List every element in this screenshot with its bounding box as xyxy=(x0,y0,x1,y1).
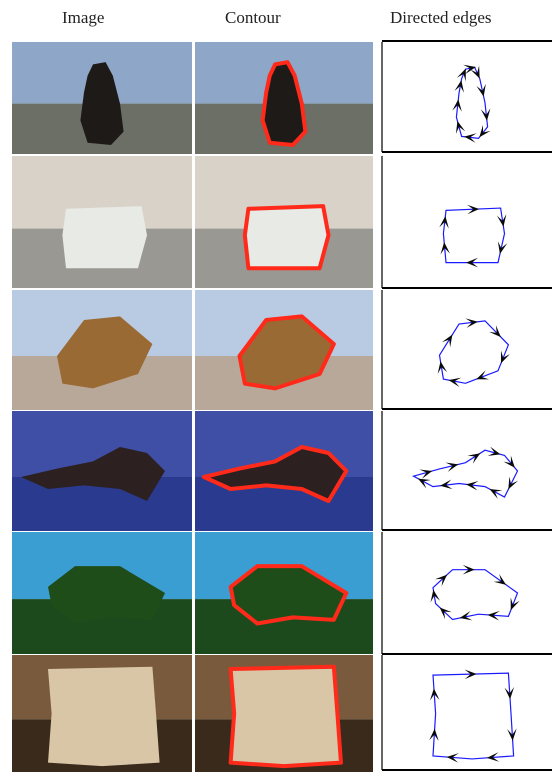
edge-arrow xyxy=(465,318,478,328)
edge-arrow xyxy=(487,610,500,621)
edge-path xyxy=(438,320,510,384)
contour-cell xyxy=(195,532,373,654)
contour-outline xyxy=(260,60,308,148)
edge-arrow xyxy=(440,242,451,255)
edge-arrow xyxy=(507,728,517,741)
subject xyxy=(48,566,165,624)
edge-arrow xyxy=(489,488,503,499)
contour-outline xyxy=(242,204,331,271)
row-race-car-on-track xyxy=(12,156,552,289)
image-cell xyxy=(12,532,192,654)
edge-arrow xyxy=(439,607,452,620)
edge-arrow xyxy=(429,688,440,701)
contour-outline xyxy=(237,314,336,391)
edge-arrow xyxy=(489,325,501,338)
edge-arrow xyxy=(440,479,453,490)
edge-arrow xyxy=(500,350,510,364)
edge-arrow xyxy=(429,728,439,741)
edge-arrow xyxy=(503,455,515,468)
directed-edges-cell xyxy=(381,655,552,771)
subject xyxy=(239,316,334,389)
edge-arrow xyxy=(493,573,507,585)
subject xyxy=(48,666,160,767)
directed-edges-cell xyxy=(381,156,552,289)
directed-edges-cell xyxy=(381,411,552,531)
contour-cell xyxy=(195,411,373,531)
edge-arrow xyxy=(419,469,433,479)
edge-arrow xyxy=(454,80,464,93)
header-directed-edges: Directed edges xyxy=(390,8,492,27)
contour-cell xyxy=(195,290,373,410)
header-contour: Contour xyxy=(225,8,281,27)
edge-arrow xyxy=(430,589,441,603)
directed-edges-cell xyxy=(381,532,552,655)
edge-path xyxy=(442,207,506,264)
edge-arrow xyxy=(487,446,501,456)
edge-arrow xyxy=(446,753,459,763)
edge-arrow xyxy=(463,64,476,75)
edge-arrow xyxy=(448,377,462,388)
edge-arrow xyxy=(464,669,477,680)
edge-arrow xyxy=(452,99,462,112)
subject xyxy=(230,666,341,767)
row-stone-arch-in-city xyxy=(12,655,552,772)
directed-edges-cell xyxy=(381,42,552,153)
edge-arrow xyxy=(455,121,466,134)
contour-outline xyxy=(228,564,349,626)
row-man-standing-in-front-of-office-building xyxy=(12,42,552,154)
edge-arrow xyxy=(466,480,479,491)
image-cell xyxy=(12,655,192,772)
edge-arrow xyxy=(497,241,508,254)
edge-arrow xyxy=(486,752,500,762)
image-cell xyxy=(12,290,192,410)
edge-path xyxy=(432,672,515,760)
row-tree-under-blue-sky xyxy=(12,532,552,655)
contour-cell xyxy=(195,42,373,154)
edge-arrow xyxy=(467,204,480,215)
edge-arrow xyxy=(435,574,448,587)
edge-arrow xyxy=(459,610,473,621)
edge-arrow xyxy=(462,564,475,575)
edge-arrow xyxy=(510,597,520,611)
directed-edges-cell xyxy=(381,290,552,410)
image-cell xyxy=(12,42,192,154)
edge-arrow xyxy=(437,361,448,374)
edge-arrow xyxy=(441,334,453,348)
subject xyxy=(230,566,347,624)
row-lion-sleeping-on-rock xyxy=(12,290,552,410)
edge-arrow xyxy=(456,68,466,82)
image-cell xyxy=(12,156,192,288)
edge-arrow xyxy=(504,687,515,700)
edge-arrow xyxy=(479,124,491,138)
edge-arrow xyxy=(496,214,507,227)
contour-cell xyxy=(195,156,373,288)
edge-arrow xyxy=(467,453,481,464)
subject xyxy=(21,447,165,501)
row-rocky-island-on-lake xyxy=(12,411,552,531)
edge-arrow xyxy=(466,257,478,268)
edge-arrow xyxy=(476,83,486,97)
edge-arrow xyxy=(508,476,518,490)
subject xyxy=(62,206,147,269)
edge-path xyxy=(411,449,519,498)
contour-outline xyxy=(228,664,343,769)
edge-arrow xyxy=(445,462,459,472)
edge-arrow xyxy=(480,108,491,121)
image-cell xyxy=(12,411,192,531)
contour-cell xyxy=(195,655,373,772)
subject xyxy=(244,206,329,269)
edge-arrow xyxy=(417,478,431,489)
subject xyxy=(80,62,124,146)
edge-arrow xyxy=(476,370,490,380)
header-image: Image xyxy=(62,8,105,27)
edge-arrow xyxy=(470,65,480,79)
contour-outline xyxy=(201,445,349,503)
edge-arrow xyxy=(464,133,477,143)
edge-arrow xyxy=(439,216,449,229)
subject xyxy=(57,316,153,389)
